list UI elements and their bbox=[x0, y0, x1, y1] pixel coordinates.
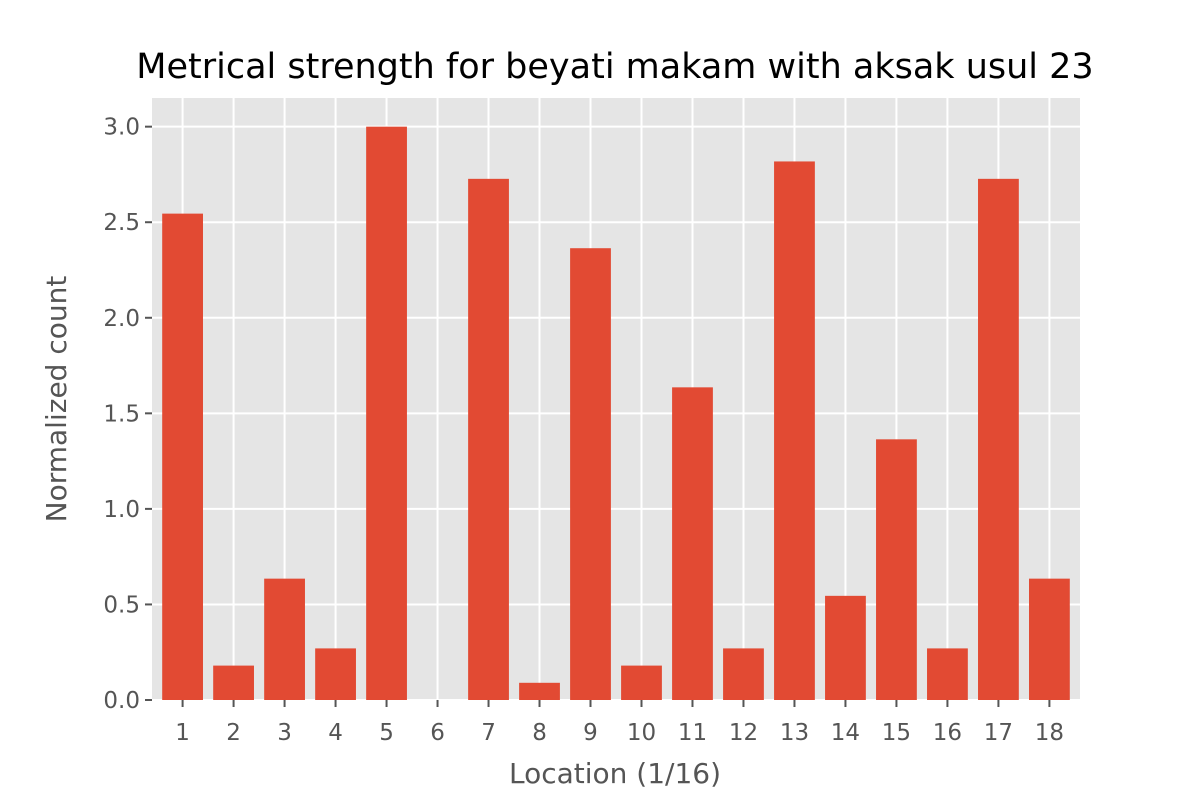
bar-8 bbox=[519, 682, 560, 700]
x-axis-ticks: 1 2 3 4 5 6 7 8 9 10 11 12 13 14 15 16 17 18 bbox=[175, 700, 1064, 746]
x-tick-label: 5 bbox=[379, 720, 394, 746]
x-tick-label: 11 bbox=[678, 720, 707, 746]
y-tick-label: 0.0 bbox=[103, 688, 140, 714]
y-tick-label: 1.0 bbox=[103, 497, 140, 523]
y-tick-label: 2.0 bbox=[103, 306, 140, 332]
bar-18 bbox=[1029, 578, 1070, 700]
x-tick-label: 9 bbox=[583, 720, 598, 746]
bar-1 bbox=[162, 213, 203, 700]
y-tick-label: 0.5 bbox=[103, 592, 140, 618]
bar-10 bbox=[621, 665, 662, 700]
bar-13 bbox=[774, 161, 815, 701]
y-tick-label: 1.5 bbox=[103, 401, 140, 427]
x-tick-label: 12 bbox=[729, 720, 758, 746]
bar-14 bbox=[825, 595, 866, 700]
bar-17 bbox=[978, 178, 1019, 701]
x-tick-label: 14 bbox=[831, 720, 860, 746]
x-tick-label: 6 bbox=[430, 720, 445, 746]
bar-4 bbox=[315, 648, 356, 700]
x-tick-label: 15 bbox=[882, 720, 911, 746]
x-tick-label: 10 bbox=[627, 720, 656, 746]
x-axis-label: Location (1/16) bbox=[509, 757, 721, 790]
x-tick-label: 16 bbox=[933, 720, 962, 746]
x-tick-label: 3 bbox=[277, 720, 292, 746]
x-tick-label: 4 bbox=[328, 720, 343, 746]
bar-7 bbox=[468, 178, 509, 701]
x-tick-label: 1 bbox=[175, 720, 190, 746]
chart-title: Metrical strength for beyati makam with … bbox=[136, 47, 1093, 87]
x-tick-label: 7 bbox=[481, 720, 496, 746]
y-axis-ticks: 0.0 0.5 1.0 1.5 2.0 2.5 3.0 bbox=[103, 115, 152, 714]
bars bbox=[162, 126, 1070, 701]
bar-5 bbox=[366, 126, 407, 700]
plot-background bbox=[152, 98, 1080, 700]
x-tick-label: 2 bbox=[226, 720, 241, 746]
bar-2 bbox=[213, 665, 254, 700]
y-tick-label: 2.5 bbox=[103, 210, 140, 236]
y-axis-label: Normalized count bbox=[40, 276, 73, 523]
y-tick-label: 3.0 bbox=[103, 115, 140, 141]
x-tick-label: 13 bbox=[780, 720, 809, 746]
bar-12 bbox=[723, 648, 764, 700]
bar-9 bbox=[570, 248, 611, 701]
x-tick-label: 18 bbox=[1035, 720, 1064, 746]
bar-3 bbox=[264, 578, 305, 700]
bar-16 bbox=[927, 648, 968, 700]
bar-15 bbox=[876, 439, 917, 700]
bar-11 bbox=[672, 387, 713, 700]
x-tick-label: 17 bbox=[984, 720, 1013, 746]
x-tick-label: 8 bbox=[532, 720, 547, 746]
